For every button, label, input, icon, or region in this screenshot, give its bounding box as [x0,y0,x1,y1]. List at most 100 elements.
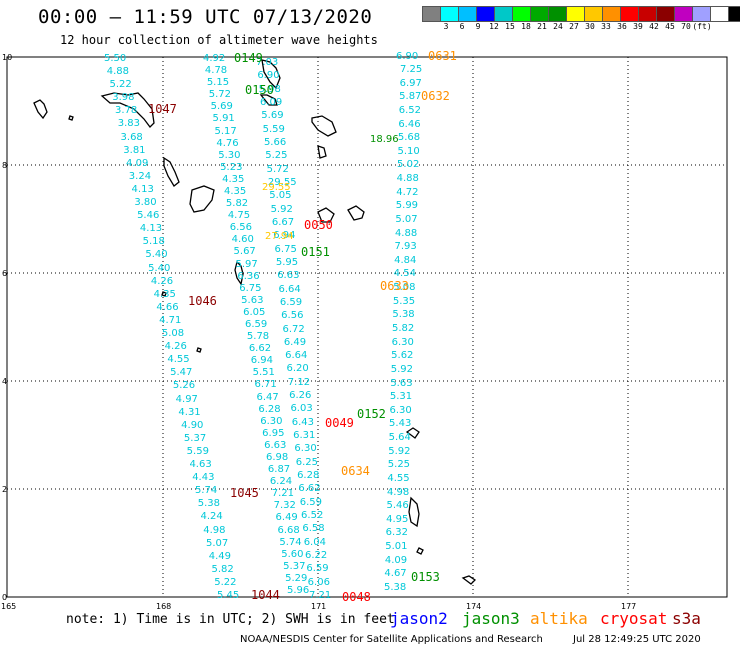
swh-value: 6.03 [290,403,313,415]
swh-value: 5.38 [197,498,220,510]
swh-value: 6.30 [389,404,412,416]
pass-time-label: 0150 [245,83,274,97]
swh-value: 4.54 [393,268,416,280]
swh-value: 5.66 [263,136,287,148]
swh-value: 6.64 [278,283,301,295]
swh-value: 6.71 [254,379,277,391]
legend-jason2: jason2 [390,609,448,628]
swh-value: 4.26 [164,341,187,353]
swh-value: 6.56 [229,222,252,234]
swh-value: 6.62 [248,343,272,355]
swh-value: 7.32 [273,500,296,512]
colorbar-cell [728,6,740,22]
swh-value: 6.90 [396,51,419,62]
colorbar-label: (ft) [692,22,712,31]
x-tick-label: 177 [621,602,637,611]
colorbar-label: 6 [459,22,465,31]
pass-time-label: 0633 [380,279,409,293]
swh-value: 5.25 [265,150,288,162]
swh-value: 5.29 [285,572,308,584]
swh-value: 5.50 [104,53,127,64]
swh-value: 5.38 [392,309,415,321]
colorbar-label: 21 [537,22,547,31]
swh-value: 5.63 [241,294,264,306]
swh-value: 6.67 [271,216,295,228]
swh-value: 5.43 [389,418,412,430]
swh-value: 5.40 [148,262,171,274]
swh-value: 5.96 [287,585,310,596]
pass-time-label: 1047 [148,102,177,116]
swh-value: 5.45 [217,590,240,601]
swh-value: 5.92 [388,445,411,457]
swh-value: 3.78 [115,105,138,117]
swh-value: 5.74 [194,485,218,497]
legend-s3a: s3a [672,609,701,628]
swh-value: 6.06 [307,576,330,588]
swh-value: 7.93 [394,241,417,253]
swh-value: 5.67 [233,246,256,258]
swh-value: 4.13 [139,223,163,235]
pass-time-label: 0149 [234,51,263,65]
swh-value: 4.78 [204,65,228,77]
x-tick-label: 168 [156,602,172,611]
swh-value: 5.37 [283,560,306,572]
swh-value: 5.10 [397,145,420,157]
swh-value: 4.95 [386,513,409,525]
map-frame [6,56,728,598]
swh-value: 5.59 [262,123,285,135]
swh-value: 5.98 [258,83,281,95]
swh-value: 5.40 [145,249,168,261]
swh-value: 5.95 [275,256,299,268]
swh-value: 4.24 [200,511,223,523]
swh-value: 4.35 [224,186,247,197]
pass-time-label: 1044 [251,588,280,602]
swh-value: 6.68 [277,524,300,536]
swh-value: 6.28 [258,403,281,415]
legend-altika: altika [530,609,588,628]
map-title: 00:00 – 11:59 UTC 07/13/2020 [38,6,373,28]
swh-value: 3.80 [134,197,157,209]
x-tick-label: 171 [311,602,327,611]
swh-value: 5.51 [252,367,275,379]
swh-value: 6.52 [301,510,324,522]
swh-value: 6.62 [298,483,321,495]
y-tick-label: 0 [2,593,8,602]
swh-value: 6.30 [391,336,414,348]
swh-value: 6.28 [297,470,320,482]
y-tick-label: 4 [2,377,8,386]
swh-value: 5.82 [211,563,234,575]
swh-value: 3.68 [120,131,143,143]
y-tick-label: 6 [2,269,8,278]
island-outlines [33,59,477,585]
swh-value: 7.03 [256,57,279,68]
swh-value: 6.59 [245,319,268,330]
colorbar-label: 27 [569,22,579,31]
colorbar-labels: 3 6 9 12 15 18 21 24 27 30 33 36 39 42 45 70 (ft) [422,22,740,34]
swh-value: 6.09 [259,96,283,108]
colorbar-label: 12 [489,22,499,31]
swh-value: 4.88 [394,227,418,239]
swh-value: 4.49 [208,550,231,562]
swh-value: 29.55 [267,176,297,188]
swh-value: 6.90 [257,70,280,82]
swh-value: 5.46 [137,210,160,222]
swh-value: 4.92 [203,53,226,64]
swh-value: 4.88 [396,173,419,185]
pass-time-label: 0050 [304,218,333,232]
colorbar-label: 33 [601,22,611,31]
swh-value: 5.07 [205,537,229,549]
swh-value: 6.72 [282,323,305,335]
swh-value: 6.75 [274,243,297,255]
pass-time-label: 0152 [357,407,386,421]
swh-value: 4.75 [227,210,251,222]
swh-value: 5.08 [161,328,185,340]
grid-lines [7,57,727,597]
swh-value: 6.94 [250,355,273,367]
legend-cryosat: cryosat [600,609,668,628]
swh-value: 4.35 [222,173,245,185]
pass-time-label: 1046 [188,294,217,308]
swh-value: 5.23 [220,161,243,173]
credit-line: NOAA/NESDIS Center for Satellite Applica… [240,634,543,645]
swh-value: 5.68 [397,132,421,144]
